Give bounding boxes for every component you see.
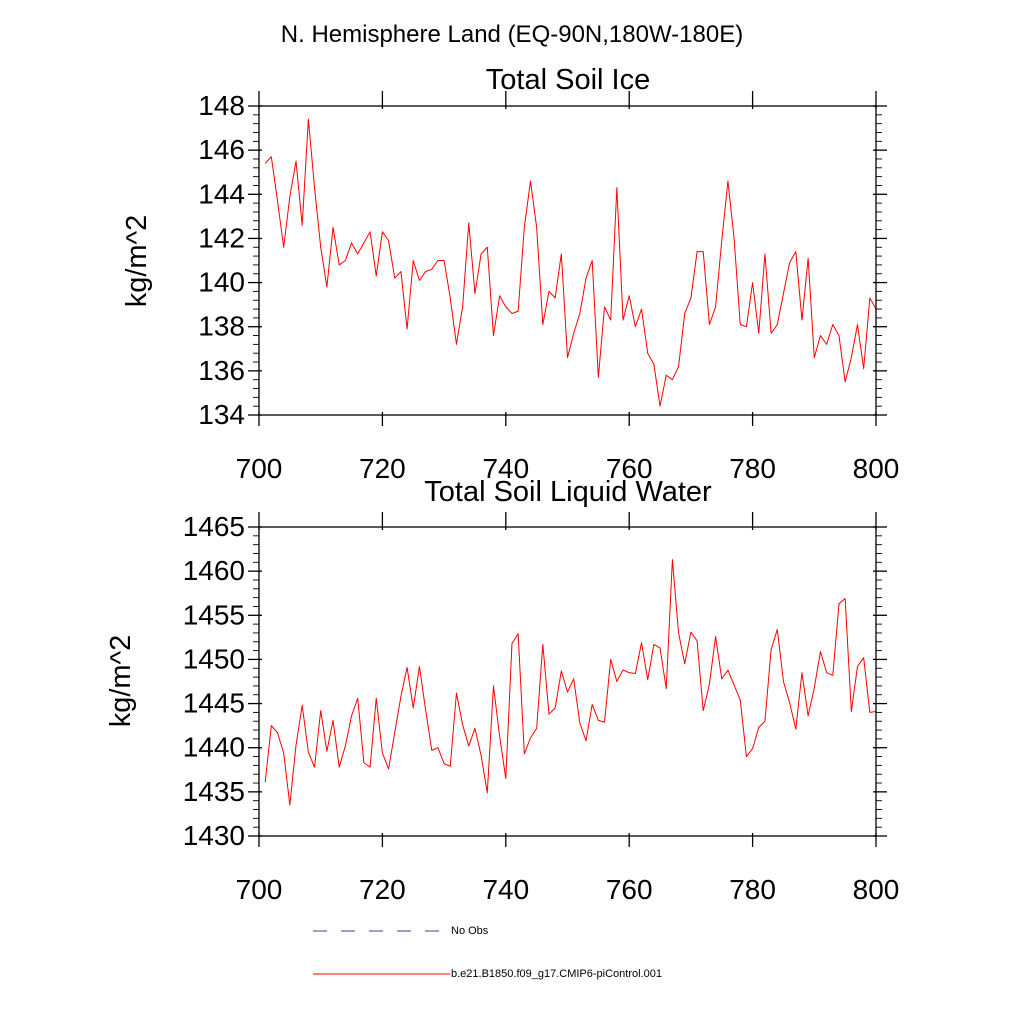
y-tick-label: 136 bbox=[198, 355, 245, 386]
x-tick-label: 700 bbox=[236, 874, 283, 905]
x-tick-label: 760 bbox=[606, 453, 653, 484]
legend-obs-label: No Obs bbox=[451, 925, 489, 937]
y-tick-label: 1465 bbox=[183, 511, 245, 542]
panel-total-soil-ice: Total Soil Ice kg/m^2 134 136 138 140 142 144… bbox=[121, 64, 899, 484]
panel-total-soil-liquid-water: Total Soil Liquid Water kg/m^2 1430 1435 1… bbox=[105, 476, 899, 905]
y-tick-label: 1455 bbox=[183, 599, 245, 630]
y-tick-label: 134 bbox=[198, 399, 245, 430]
series-layer bbox=[264, 118, 877, 407]
y-tick-label: 142 bbox=[198, 222, 245, 253]
y-tick-label: 146 bbox=[198, 134, 245, 165]
x-tick-label: 740 bbox=[482, 453, 529, 484]
panel-title: Total Soil Liquid Water bbox=[424, 476, 712, 508]
plot-frame bbox=[258, 526, 877, 837]
y-tick-label: 144 bbox=[198, 178, 245, 209]
y-axis-label: kg/m^2 bbox=[121, 215, 153, 308]
plot-frame bbox=[258, 105, 877, 416]
series-line-0 bbox=[264, 118, 877, 407]
panel-title: Total Soil Ice bbox=[486, 64, 650, 96]
legend: No Obs b.e21.B1850.f09_g17.CMIP6-piContr… bbox=[313, 925, 662, 980]
y-tick-label: 140 bbox=[198, 267, 245, 298]
region-title: N. Hemisphere Land (EQ-90N,180W-180E) bbox=[281, 21, 743, 48]
y-tick-label: 1445 bbox=[183, 688, 245, 719]
y-tick-label: 148 bbox=[198, 90, 245, 121]
x-tick-label: 720 bbox=[359, 874, 406, 905]
y-tick-label: 1430 bbox=[183, 820, 245, 851]
x-tick-label: 760 bbox=[606, 874, 653, 905]
legend-model-label: b.e21.B1850.f09_g17.CMIP6-piControl.001 bbox=[451, 968, 662, 980]
y-axis-label: kg/m^2 bbox=[105, 635, 137, 728]
series-line-0 bbox=[264, 559, 877, 806]
y-tick-label: 138 bbox=[198, 311, 245, 342]
y-tick-label: 1460 bbox=[183, 555, 245, 586]
y-tick-label: 1435 bbox=[183, 776, 245, 807]
x-tick-label: 740 bbox=[482, 874, 529, 905]
x-tick-label: 780 bbox=[729, 874, 776, 905]
x-tick-label: 700 bbox=[236, 453, 283, 484]
axis-ticks: 134 136 138 140 142 144 146 148 700 720 740 760 780 8… bbox=[198, 90, 899, 484]
x-tick-label: 800 bbox=[853, 874, 900, 905]
y-tick-label: 1440 bbox=[183, 732, 245, 763]
series-layer bbox=[264, 559, 877, 806]
x-tick-label: 780 bbox=[729, 453, 776, 484]
x-tick-label: 720 bbox=[359, 453, 406, 484]
x-tick-label: 800 bbox=[853, 453, 900, 484]
y-tick-label: 1450 bbox=[183, 643, 245, 674]
